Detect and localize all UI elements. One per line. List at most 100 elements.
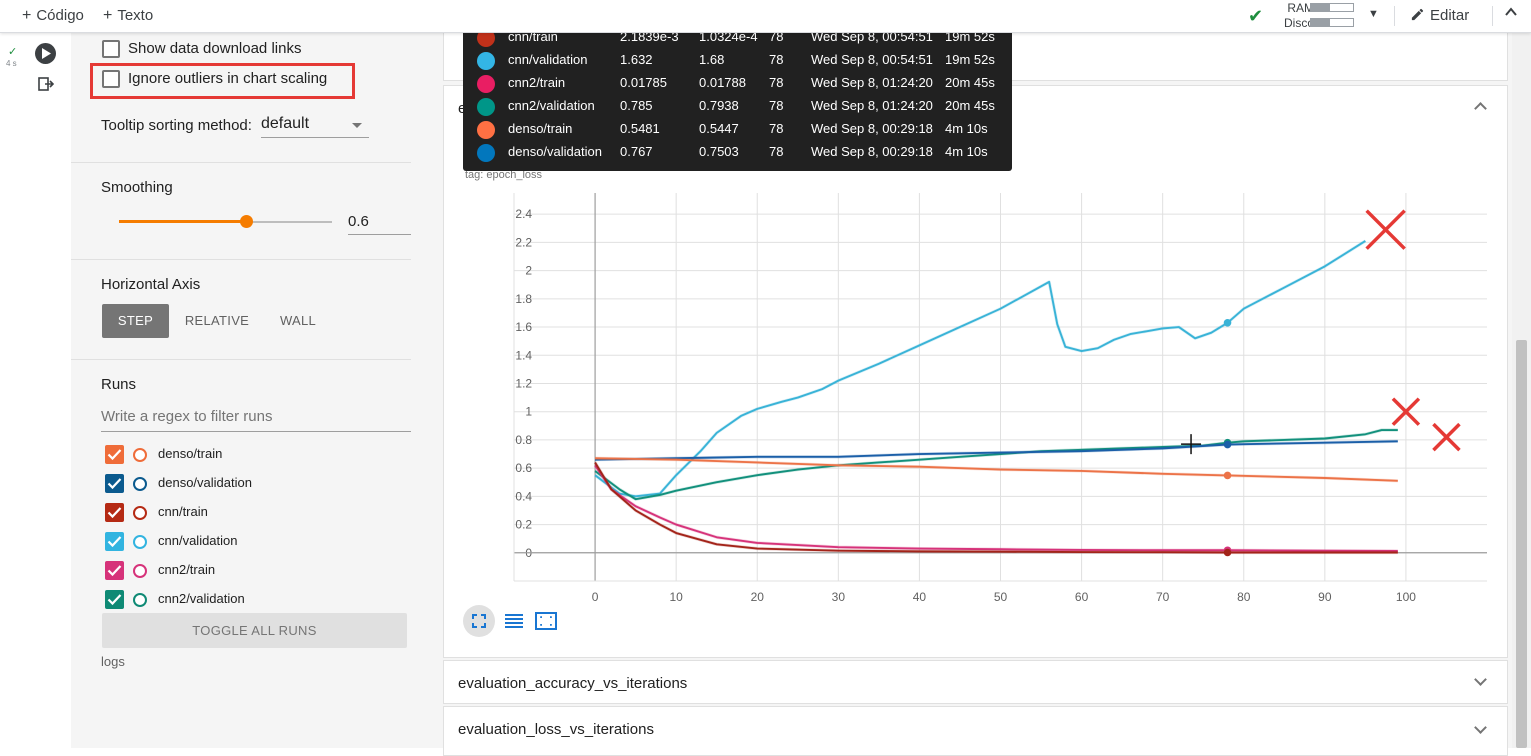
tooltip-run-name: cnn2/validation (508, 98, 595, 113)
tooltip-relative: 19m 52s (945, 33, 995, 44)
plus-icon: + (103, 7, 113, 24)
red-cross-mark (1391, 397, 1421, 426)
add-code-label: Código (36, 7, 84, 24)
y-tick-label: 0.8 (515, 433, 532, 447)
y-tick-label: 0.4 (515, 489, 532, 503)
run-name: denso/validation (158, 475, 252, 490)
cell-gutter: ✓ 4 s (0, 33, 71, 748)
tooltip-row: denso/validation 0.767 0.7503 78 Wed Sep… (463, 140, 1012, 163)
run-checkbox[interactable] (105, 532, 124, 551)
logs-dir-label: logs (101, 654, 125, 669)
tooltip-run-name: cnn2/train (508, 75, 566, 90)
tooltip-run-name: cnn/validation (508, 52, 588, 67)
tooltip-sorting-select[interactable]: default (261, 113, 369, 138)
fit-domain-icon[interactable] (530, 605, 562, 637)
add-text-label: Texto (117, 7, 154, 24)
tooltip-time: Wed Sep 8, 01:24:20 (811, 98, 933, 113)
smoothing-label: Smoothing (101, 179, 173, 196)
toolbar-divider (1492, 6, 1493, 26)
runs-filter-input[interactable]: Write a regex to filter runs (101, 408, 411, 432)
chart-series (593, 239, 1398, 557)
tooltip-run-name: denso/validation (508, 144, 602, 159)
x-tick-label: 10 (669, 590, 683, 604)
evaluation-accuracy-card[interactable]: evaluation_accuracy_vs_iterations (443, 660, 1508, 704)
red-cross-mark (1432, 422, 1461, 452)
collapse-chevron-icon[interactable] (1474, 102, 1487, 115)
x-tick-label: 80 (1237, 590, 1251, 604)
tooltip-value: 0.7503 (699, 144, 739, 159)
smoothing-slider-fill (119, 220, 247, 223)
run-cell-button[interactable] (35, 43, 56, 64)
chart-tooltip: cnn/train 2.1839e-3 1.0324e-4 78 Wed Sep… (463, 33, 1012, 171)
show-download-links-checkbox[interactable] (102, 40, 120, 58)
evaluation-loss-title: evaluation_loss_vs_iterations (458, 721, 654, 738)
y-tick-label: 1.6 (515, 320, 532, 334)
page-scrollbar-thumb[interactable] (1516, 340, 1527, 748)
run-checkbox[interactable] (105, 561, 124, 580)
y-tick-label: 0.2 (515, 518, 532, 532)
dropdown-arrow-icon[interactable]: ▼ (1368, 8, 1379, 20)
ram-bar (1310, 3, 1354, 12)
ignore-outliers-checkbox[interactable] (102, 70, 120, 88)
series-color-dot (477, 144, 495, 162)
tooltip-row: cnn2/validation 0.785 0.7938 78 Wed Sep … (463, 94, 1012, 117)
resources-indicator[interactable]: ✔ RAM Disco ▼ (1248, 0, 1383, 33)
run-color-swatch[interactable] (133, 593, 147, 607)
expand-chevron-icon[interactable] (1474, 673, 1487, 686)
tooltip-relative: 4m 10s (945, 144, 988, 159)
toggle-all-runs-button[interactable]: TOGGLE ALL RUNS (102, 613, 407, 648)
tensorboard-sidebar: Show data download links Ignore outliers… (71, 33, 443, 748)
run-checkbox[interactable] (105, 445, 124, 464)
tooltip-step: 78 (769, 52, 784, 67)
epoch-loss-chart[interactable]: 0 10 20 30 40 50 60 70 80 90 10000.20.40.60.811.21… (443, 185, 1503, 605)
toggle-log-scale-icon[interactable] (498, 605, 530, 637)
tooltip-step: 78 (769, 144, 784, 159)
x-tick-label: 30 (832, 590, 846, 604)
expand-chevron-icon[interactable] (1474, 721, 1487, 734)
run-color-swatch[interactable] (133, 535, 147, 549)
y-tick-label: 2 (525, 264, 532, 278)
x-tick-label: 60 (1075, 590, 1089, 604)
toolbar-divider (1394, 6, 1395, 26)
series-line (594, 240, 1366, 498)
add-code-button[interactable]: + Código (22, 7, 84, 25)
axis-relative-button[interactable]: RELATIVE (184, 313, 250, 328)
evaluation-loss-card[interactable]: evaluation_loss_vs_iterations (443, 706, 1508, 756)
collapse-header-icon[interactable] (1504, 5, 1518, 24)
edit-button[interactable]: Editar (1410, 7, 1469, 24)
series-line (594, 461, 1398, 554)
series-line (594, 464, 1398, 552)
add-text-button[interactable]: + Texto (103, 7, 153, 25)
dropdown-arrow-icon (352, 123, 362, 128)
x-tick-label: 70 (1156, 590, 1170, 604)
run-checkbox[interactable] (105, 503, 124, 522)
fullscreen-icon[interactable] (463, 605, 495, 637)
x-tick-label: 50 (994, 590, 1008, 604)
axis-wall-button[interactable]: WALL (279, 313, 317, 328)
plus-icon: + (22, 7, 32, 24)
y-tick-label: 1.4 (515, 348, 532, 362)
smoothing-slider-thumb[interactable] (240, 215, 254, 228)
execution-time: 4 s (6, 59, 17, 68)
run-color-swatch[interactable] (133, 477, 147, 491)
chart-annotations (1181, 209, 1461, 455)
tooltip-step: 78 (769, 33, 784, 44)
ram-label: RAM (1287, 1, 1314, 15)
hover-point (1223, 319, 1232, 327)
run-checkbox[interactable] (105, 590, 124, 609)
run-color-swatch[interactable] (133, 448, 147, 462)
hover-point (1223, 548, 1232, 557)
checkmark-icon (107, 507, 122, 519)
section-divider (71, 162, 411, 163)
axis-step-button[interactable]: STEP (102, 304, 169, 338)
run-color-swatch[interactable] (133, 506, 147, 520)
tooltip-time: Wed Sep 8, 00:29:18 (811, 144, 933, 159)
tooltip-run-name: cnn/train (508, 33, 558, 44)
smoothing-input[interactable]: 0.6 (348, 210, 411, 235)
x-tick-label: 40 (913, 590, 927, 604)
output-menu-icon[interactable] (38, 76, 55, 97)
run-checkbox[interactable] (105, 474, 124, 493)
tooltip-relative: 20m 45s (945, 75, 995, 90)
run-color-swatch[interactable] (133, 564, 147, 578)
section-divider (71, 359, 411, 360)
